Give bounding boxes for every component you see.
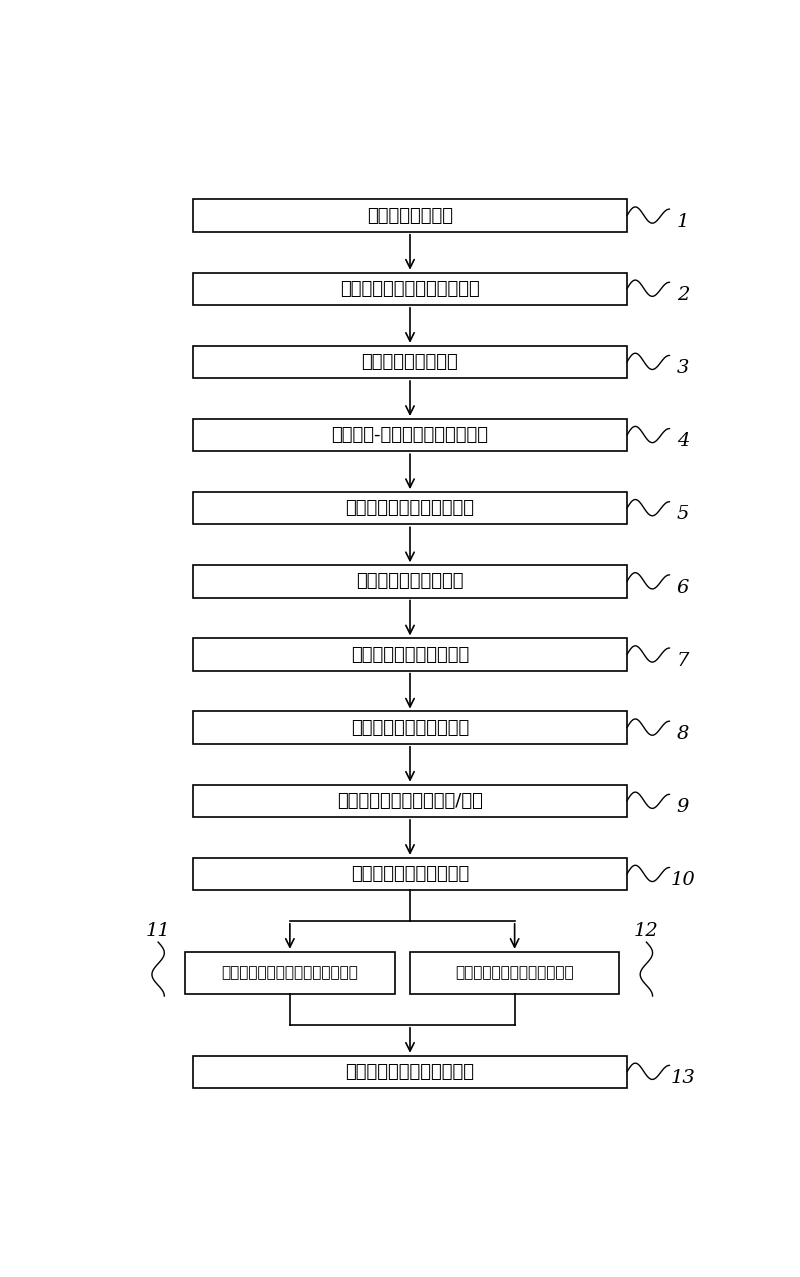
Text: 海缆损坏，得出故障点位置: 海缆损坏，得出故障点位置 [346,1062,474,1080]
Bar [193,1056,627,1088]
Bar [186,951,394,994]
Text: 若是外力应变，进行警告预防: 若是外力应变，进行警告预防 [455,965,574,981]
Bar [193,711,627,743]
Text: 7: 7 [677,651,689,669]
Bar [193,346,627,378]
Bar [193,492,627,525]
Bar [193,638,627,670]
Text: 3: 3 [677,359,689,377]
Text: 4: 4 [677,432,689,451]
Text: 11: 11 [146,922,170,940]
Bar [410,951,619,994]
Text: 6: 6 [677,578,689,596]
Text: 区分引起频率偏移的起因: 区分引起频率偏移的起因 [351,865,469,882]
Text: 区分引起频率偏移的起因: 区分引起频率偏移的起因 [351,645,469,664]
Text: 若是温度升高，海缆安全状态判断: 若是温度升高，海缆安全状态判断 [222,965,358,981]
Bar [193,272,627,305]
Text: 12: 12 [634,922,658,940]
Text: 10: 10 [670,871,695,889]
Text: 得到海缆所在位置的温度/应变: 得到海缆所在位置的温度/应变 [337,792,483,810]
Text: 5: 5 [677,506,689,524]
Text: 连接电源谐波测试设备: 连接电源谐波测试设备 [356,572,464,590]
Text: 9: 9 [677,798,689,816]
Text: 建立应变-布里渊散射对应数据库: 建立应变-布里渊散射对应数据库 [331,427,489,444]
Text: 2: 2 [677,286,689,304]
Text: 建立物理结构模型: 建立物理结构模型 [367,207,453,225]
Text: 13: 13 [670,1069,695,1087]
Text: 监测频率偏移和电源谐波: 监测频率偏移和电源谐波 [351,719,469,737]
Text: 8: 8 [677,725,689,743]
Bar [193,566,627,598]
Text: 建立海缆温度场、应变场模型: 建立海缆温度场、应变场模型 [340,280,480,298]
Text: 生成温度对应数据库: 生成温度对应数据库 [362,352,458,370]
Bar [193,419,627,451]
Bar [193,784,627,817]
Bar [193,858,627,890]
Text: 1: 1 [677,213,689,231]
Bar [193,199,627,232]
Text: 连接光纤布里渊散射测试仪: 连接光纤布里渊散射测试仪 [346,499,474,517]
